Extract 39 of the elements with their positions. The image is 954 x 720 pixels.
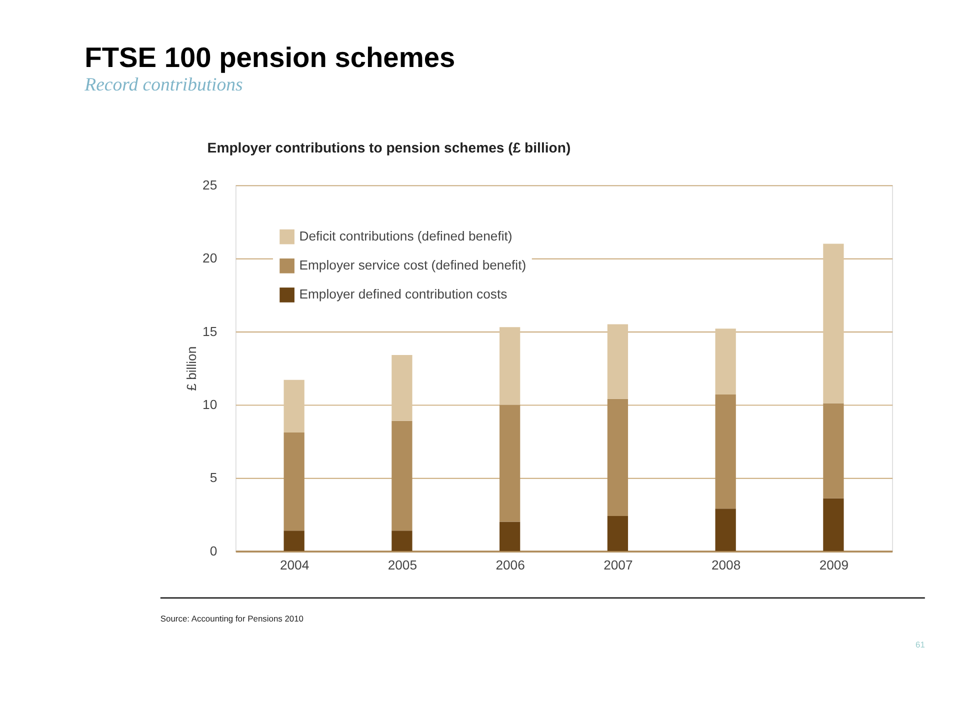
source-note: Source: Accounting for Pensions 2010 [160, 613, 304, 624]
bar [823, 403, 844, 498]
legend-label: Deficit contributions (defined benefit) [299, 228, 512, 244]
bar [823, 498, 844, 552]
bar [715, 394, 736, 509]
bar [392, 530, 412, 552]
x-tick-label: 2005 [388, 557, 418, 572]
bar [823, 244, 844, 404]
chart-title: FTSE 100 pension schemes [84, 42, 456, 74]
x-tick-label: 2007 [604, 557, 633, 572]
y-tick-label: 0 [210, 543, 218, 558]
y-tick-label: 5 [210, 470, 218, 486]
x-tick-label: 2009 [819, 557, 849, 572]
bar [607, 324, 628, 399]
y-tick-label: 15 [202, 324, 218, 339]
bar [500, 327, 520, 405]
bar [715, 328, 736, 394]
bar [392, 420, 412, 531]
bar [284, 530, 304, 552]
text: 61 [916, 640, 926, 650]
bar [607, 398, 628, 516]
legend-label: Employer service cost (defined benefit) [299, 258, 526, 273]
bar [715, 508, 736, 552]
bar [607, 516, 628, 552]
bar [500, 522, 520, 552]
bar [284, 380, 304, 433]
y-axis-title: £ billion [184, 346, 199, 391]
y-tick-label: 20 [202, 250, 218, 266]
x-tick-label: 2004 [280, 557, 310, 572]
legend-label: Employer defined contribution costs [299, 286, 508, 302]
x-tick-label: 2006 [496, 557, 525, 572]
bar [500, 404, 520, 522]
x-tick-label: 2008 [711, 557, 741, 572]
bar [392, 354, 412, 421]
y-tick-label: 25 [202, 177, 218, 192]
text: Employer contributions to pension schemes (£ billion) [207, 139, 571, 156]
y-tick-label: 10 [202, 396, 218, 412]
bar [284, 432, 304, 531]
chart-subtitle: Record contributions [84, 74, 243, 96]
